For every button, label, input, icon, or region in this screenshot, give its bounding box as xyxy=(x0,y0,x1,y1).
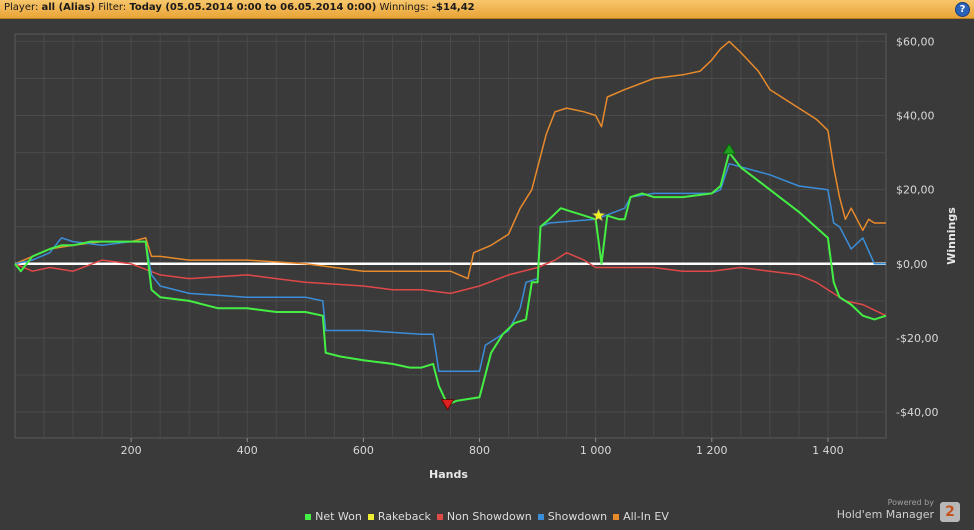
legend-label: Net Won xyxy=(315,510,362,523)
min-marker xyxy=(440,399,455,411)
legend-label: Non Showdown xyxy=(446,510,532,523)
powered-by-text: Powered by xyxy=(887,498,934,507)
x-tick-label: 1 000 xyxy=(580,444,612,457)
winnings-value: -$14,42 xyxy=(431,2,475,13)
series-line-net-won xyxy=(14,151,887,406)
help-icon[interactable]: ? xyxy=(955,2,970,17)
brand-block: Powered by Hold'em Manager 2 xyxy=(820,498,960,526)
x-axis-label: Hands xyxy=(429,468,468,481)
header-bar: Player: all (Alias) Filter: Today (05.05… xyxy=(0,0,974,19)
x-tick-label: 1 400 xyxy=(812,444,844,457)
y-tick-label: -$20,00 xyxy=(896,332,938,345)
series-line-all-in-ev xyxy=(14,40,886,280)
filter-label: Filter: xyxy=(98,2,127,13)
legend-swatch xyxy=(613,514,620,520)
winnings-chart: 200 400 600 800 1 000 1 200 1 400 -$40,00 -$20,0… xyxy=(14,33,958,481)
rakeback-star-marker xyxy=(591,208,606,222)
filter-value: Today (05.05.2014 0:00 to 06.05.2014 0:0… xyxy=(129,2,377,13)
chart-legend: Net Won Rakeback Non Showdown Showdown All-I… xyxy=(0,510,974,523)
hem2-logo-icon: 2 xyxy=(940,502,960,522)
x-tick-label: 1 200 xyxy=(696,444,728,457)
brand-name: Hold'em Manager xyxy=(836,508,934,521)
legend-swatch xyxy=(367,514,374,520)
y-tick-label: $40,00 xyxy=(896,110,935,123)
x-tick-label: 800 xyxy=(469,444,490,457)
legend-label: All-In EV xyxy=(623,510,669,523)
legend-swatch xyxy=(537,514,544,520)
x-tick-label: 600 xyxy=(353,444,374,457)
max-marker xyxy=(722,143,736,155)
legend-swatch xyxy=(305,514,312,520)
legend-item[interactable]: All-In EV xyxy=(613,510,669,523)
legend-label: Showdown xyxy=(547,510,608,523)
legend-item[interactable]: Non Showdown xyxy=(436,510,532,523)
y-tick-label: $60,00 xyxy=(896,35,935,48)
header-filter-info: Player: all (Alias) Filter: Today (05.05… xyxy=(4,2,475,13)
player-label: Player: xyxy=(4,2,39,13)
x-tick-label: 200 xyxy=(121,444,142,457)
series-line-non-showdown xyxy=(14,251,887,317)
legend-item[interactable]: Net Won xyxy=(305,510,362,523)
legend-label: Rakeback xyxy=(377,510,431,523)
legend-swatch xyxy=(436,514,443,520)
y-tick-label: $20,00 xyxy=(896,184,935,197)
x-tick-label: 400 xyxy=(237,444,258,457)
player-value: all (Alias) xyxy=(41,2,96,13)
y-axis-label: Winnings xyxy=(945,207,958,265)
y-tick-label: -$40,00 xyxy=(896,406,938,419)
y-tick-label: $0,00 xyxy=(896,258,928,271)
legend-item[interactable]: Showdown xyxy=(537,510,608,523)
winnings-label: Winnings: xyxy=(379,2,429,13)
legend-item[interactable]: Rakeback xyxy=(367,510,431,523)
